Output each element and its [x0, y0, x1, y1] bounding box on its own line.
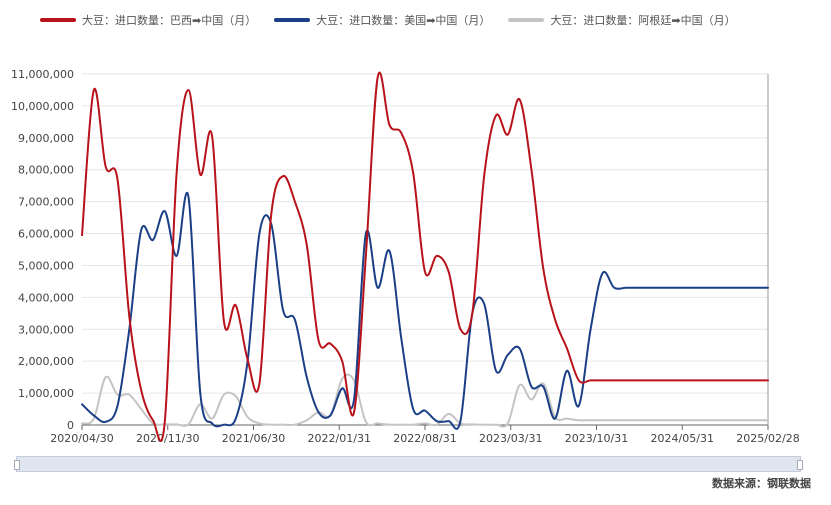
x-tick-label: 2023/10/31: [565, 432, 628, 445]
legend-swatch-argentina: [508, 18, 545, 22]
y-tick-label: 1,000,000: [18, 387, 74, 400]
data-source: 数据来源：钢联数据: [712, 477, 811, 490]
x-tick-label: 2024/05/31: [651, 432, 714, 445]
x-tick-label: 2022/01/31: [308, 432, 371, 445]
series-line-usa: [81, 192, 769, 430]
series-line-brazil: [81, 71, 769, 442]
x-tick-label: 2023/03/31: [479, 432, 542, 445]
legend-item-brazil[interactable]: 大豆：进口数量：巴西➡中国（月）: [40, 12, 256, 28]
y-tick-label: 11,000,000: [11, 68, 74, 81]
y-tick-label: 4,000,000: [18, 291, 74, 304]
legend-label-usa: 大豆：进口数量：美国➡中国（月）: [316, 14, 491, 27]
y-tick-label: 5,000,000: [18, 259, 74, 272]
x-tick-label: 2025/02/28: [736, 432, 799, 445]
legend-label-argentina: 大豆：进口数量：阿根廷➡中国（月）: [550, 14, 736, 27]
y-tick-label: 9,000,000: [18, 132, 74, 145]
y-tick-label: 8,000,000: [18, 164, 74, 177]
legend: 大豆：进口数量：巴西➡中国（月） 大豆：进口数量：美国➡中国（月） 大豆：进口数…: [40, 12, 736, 28]
y-tick-label: 6,000,000: [18, 228, 74, 241]
x-tick-label: 2022/08/31: [393, 432, 456, 445]
zoom-handle-left[interactable]: [14, 460, 20, 470]
y-tick-label: 7,000,000: [18, 196, 74, 209]
y-tick-label: 2,000,000: [18, 355, 74, 368]
x-tick-label: 2020/04/30: [50, 432, 113, 445]
legend-swatch-usa: [274, 18, 311, 22]
x-tick-label: 2021/06/30: [222, 432, 285, 445]
zoom-handle-right[interactable]: [797, 460, 803, 470]
legend-label-brazil: 大豆：进口数量：巴西➡中国（月）: [82, 14, 257, 27]
x-tick-label: 2020/11/30: [136, 432, 199, 445]
y-tick-label: 0: [67, 419, 74, 432]
legend-swatch-brazil: [40, 18, 76, 22]
legend-item-usa[interactable]: 大豆：进口数量：美国➡中国（月）: [274, 12, 490, 28]
y-tick-label: 3,000,000: [18, 323, 74, 336]
legend-item-argentina[interactable]: 大豆：进口数量：阿根廷➡中国（月）: [508, 12, 736, 28]
series-line-argentina: [81, 373, 769, 428]
y-tick-label: 10,000,000: [11, 100, 74, 113]
zoom-slider[interactable]: [14, 456, 803, 472]
